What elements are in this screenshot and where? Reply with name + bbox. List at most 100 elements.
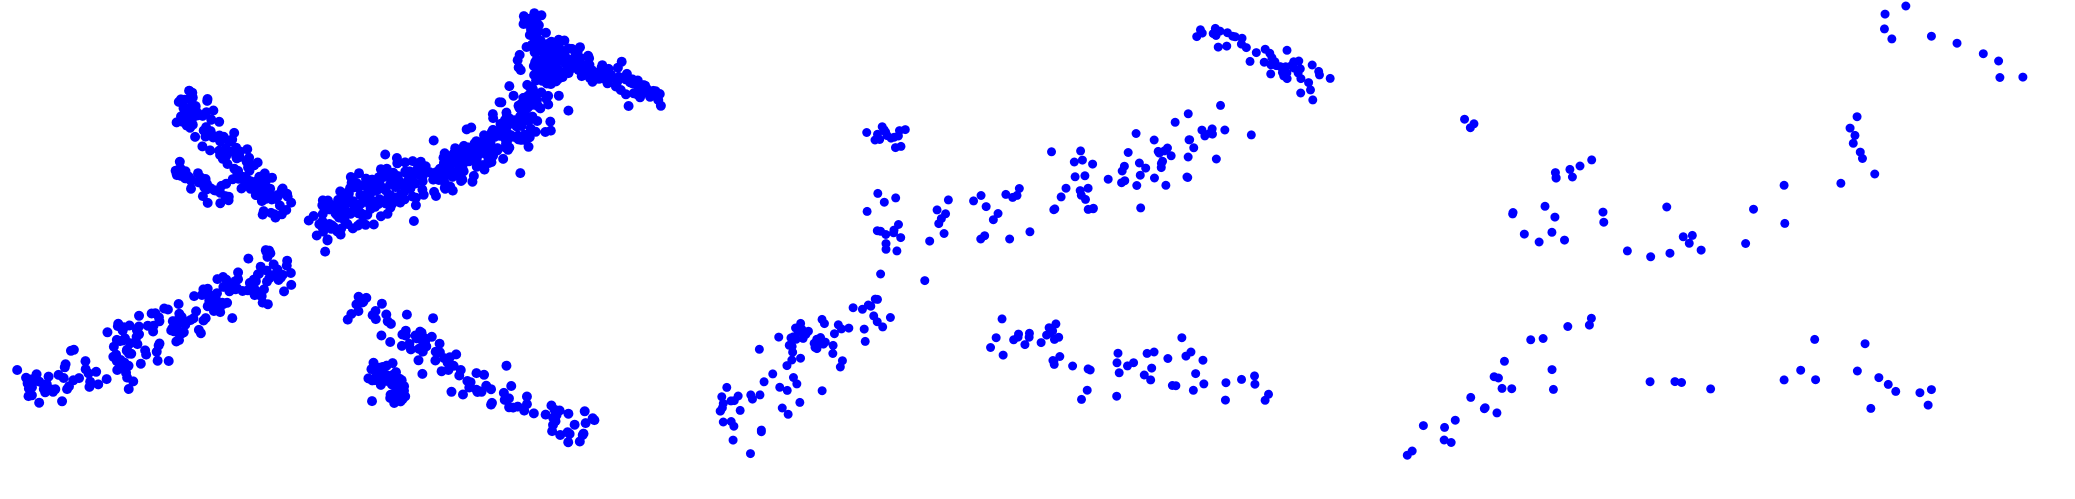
point bbox=[200, 174, 211, 184]
point bbox=[1979, 49, 1989, 59]
point bbox=[223, 135, 234, 146]
point bbox=[835, 362, 845, 372]
point bbox=[1166, 151, 1176, 161]
point bbox=[1044, 323, 1054, 333]
point bbox=[993, 209, 1003, 218]
point bbox=[605, 69, 616, 80]
point bbox=[308, 211, 319, 221]
point bbox=[1114, 368, 1124, 378]
point bbox=[464, 156, 475, 167]
point bbox=[26, 390, 37, 401]
point bbox=[1549, 384, 1559, 394]
point bbox=[521, 391, 532, 402]
point bbox=[1182, 172, 1192, 182]
point bbox=[1296, 74, 1306, 84]
point bbox=[1280, 62, 1290, 72]
point bbox=[501, 136, 512, 147]
point bbox=[1880, 9, 1890, 19]
point bbox=[399, 179, 409, 190]
point bbox=[202, 94, 213, 104]
point bbox=[471, 368, 482, 379]
point bbox=[1779, 180, 1789, 190]
point bbox=[1184, 135, 1194, 145]
point bbox=[487, 109, 498, 120]
point bbox=[1508, 208, 1518, 217]
point bbox=[1749, 204, 1759, 214]
point bbox=[880, 230, 890, 239]
point bbox=[172, 165, 183, 176]
point bbox=[1085, 365, 1095, 375]
point bbox=[1215, 100, 1225, 110]
point bbox=[1646, 252, 1656, 262]
point bbox=[1307, 60, 1317, 70]
point bbox=[1056, 192, 1066, 202]
point bbox=[1439, 435, 1449, 445]
point bbox=[1500, 356, 1510, 366]
point bbox=[1128, 358, 1138, 368]
point bbox=[782, 385, 792, 395]
point bbox=[282, 255, 293, 266]
point bbox=[381, 360, 392, 371]
point bbox=[199, 182, 210, 193]
point bbox=[1494, 373, 1504, 383]
point bbox=[936, 214, 946, 224]
point bbox=[827, 349, 837, 358]
point bbox=[773, 332, 783, 342]
point bbox=[759, 377, 769, 387]
point bbox=[413, 343, 424, 354]
point bbox=[1598, 207, 1608, 217]
point bbox=[190, 131, 201, 142]
point bbox=[208, 132, 219, 143]
point bbox=[332, 199, 343, 210]
point bbox=[1211, 154, 1221, 164]
point bbox=[444, 168, 455, 179]
point bbox=[261, 175, 272, 186]
point bbox=[151, 346, 162, 357]
point bbox=[1075, 146, 1085, 156]
point bbox=[861, 128, 871, 137]
point bbox=[515, 114, 526, 125]
point bbox=[1112, 358, 1122, 368]
point bbox=[453, 170, 464, 181]
point bbox=[862, 206, 872, 216]
point bbox=[795, 397, 805, 407]
point bbox=[435, 166, 446, 177]
point bbox=[1866, 403, 1876, 413]
point bbox=[1207, 124, 1217, 134]
point bbox=[91, 366, 102, 377]
point bbox=[275, 272, 286, 283]
point bbox=[443, 365, 454, 375]
point bbox=[890, 143, 900, 153]
point bbox=[880, 127, 890, 137]
point bbox=[1560, 235, 1570, 245]
point bbox=[788, 332, 798, 342]
point bbox=[218, 146, 229, 157]
point bbox=[1149, 135, 1159, 145]
point bbox=[133, 321, 144, 332]
point bbox=[498, 153, 509, 164]
point bbox=[541, 42, 552, 53]
point bbox=[102, 327, 113, 338]
point bbox=[399, 385, 409, 396]
point bbox=[1282, 45, 1292, 55]
point bbox=[1466, 123, 1476, 133]
point bbox=[1670, 377, 1680, 387]
point bbox=[162, 304, 173, 315]
point bbox=[479, 369, 490, 380]
point bbox=[529, 8, 540, 19]
point bbox=[859, 324, 869, 334]
point bbox=[501, 360, 512, 371]
point bbox=[531, 19, 542, 30]
point bbox=[1163, 354, 1173, 363]
point bbox=[1271, 61, 1281, 71]
point bbox=[430, 355, 441, 366]
point bbox=[733, 391, 743, 401]
point bbox=[183, 103, 194, 114]
point bbox=[1183, 109, 1193, 119]
point bbox=[370, 306, 381, 316]
point bbox=[721, 382, 731, 392]
point bbox=[455, 365, 466, 375]
point bbox=[1161, 180, 1171, 190]
point bbox=[885, 313, 895, 322]
point bbox=[249, 184, 260, 195]
